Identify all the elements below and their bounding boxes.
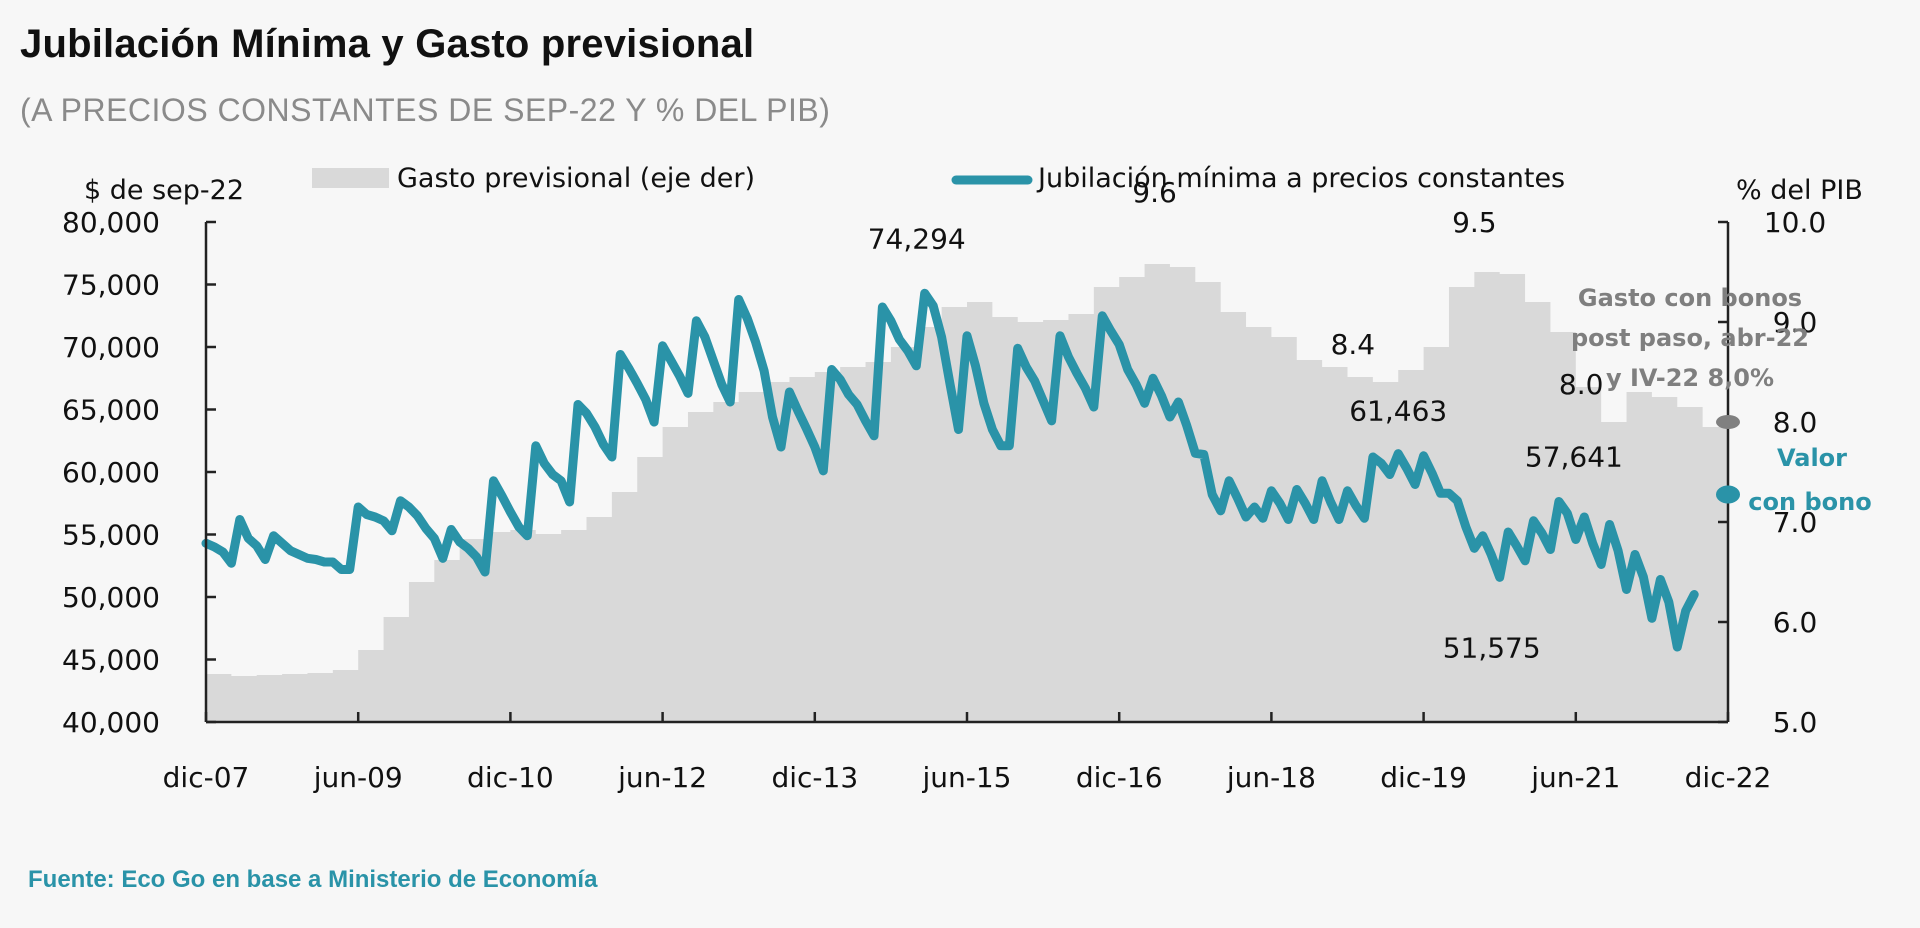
axes-layer: 40,000 45,000 50,000 55,000 60,000 65,000 70,0… xyxy=(62,206,1826,794)
y-right-tick-label: 8.0 xyxy=(1773,406,1818,439)
data-label: 9.6 xyxy=(1132,176,1177,209)
valor-con-bono-marker xyxy=(1716,485,1740,504)
data-label: 51,575 xyxy=(1443,631,1541,664)
gasto-con-bonos-note: Gasto con bonos xyxy=(1578,284,1802,312)
y-left-tick-label: 55,000 xyxy=(62,519,160,552)
x-tick-label: dic-13 xyxy=(771,761,858,794)
area-layer xyxy=(206,264,1728,722)
data-label: 61,463 xyxy=(1349,395,1447,428)
y-left-tick-label: 70,000 xyxy=(62,331,160,364)
data-label: 74,294 xyxy=(868,222,966,255)
x-tick-label: dic-16 xyxy=(1076,761,1163,794)
data-label: 8.0 xyxy=(1559,368,1604,401)
legend-swatch-area xyxy=(312,168,389,188)
x-tick-label: jun-21 xyxy=(1530,761,1620,794)
y-left-tick-label: 45,000 xyxy=(62,644,160,677)
chart-subtitle: (A PRECIOS CONSTANTES DE SEP-22 Y % DEL … xyxy=(20,92,831,128)
y-left-tick-label: 80,000 xyxy=(62,206,160,239)
line-layer xyxy=(201,288,1699,652)
jubilacion-minima-line xyxy=(201,288,1699,652)
y-right-tick-label: 5.0 xyxy=(1773,706,1818,739)
y-left-tick-label: 60,000 xyxy=(62,456,160,489)
x-tick-label: dic-07 xyxy=(163,761,250,794)
x-tick-label: jun-15 xyxy=(921,761,1011,794)
x-tick-label: dic-22 xyxy=(1685,761,1772,794)
x-tick-label: jun-09 xyxy=(313,761,403,794)
y-left-axis-title: $ de sep-22 xyxy=(84,175,244,206)
gasto-con-bonos-note: y IV-22 8,0% xyxy=(1606,364,1774,392)
gasto-con-bonos-note: post paso, abr-22 xyxy=(1571,324,1809,352)
data-label: 57,641 xyxy=(1525,440,1623,473)
data-label: 9.5 xyxy=(1452,206,1497,239)
valor-con-bono-note: con bono xyxy=(1748,488,1871,516)
y-left-tick-label: 75,000 xyxy=(62,269,160,302)
y-right-tick-label: 10.0 xyxy=(1764,206,1826,239)
y-right-axis-title: % del PIB xyxy=(1736,175,1863,206)
labels-layer: 74,294 61,463 57,641 51,575 9.6 9.5 8.4 8.0 Gast… xyxy=(868,176,1872,664)
legend: Gasto previsional (eje der) Jubilación m… xyxy=(312,163,1565,194)
y-left-tick-label: 50,000 xyxy=(62,581,160,614)
gasto-previsional-area xyxy=(206,264,1728,722)
legend-label-area: Gasto previsional (eje der) xyxy=(397,163,755,194)
y-left-tick-label: 40,000 xyxy=(62,706,160,739)
data-label: 8.4 xyxy=(1331,328,1376,361)
y-left-tick-label: 65,000 xyxy=(62,394,160,427)
chart-title: Jubilación Mínima y Gasto previsional xyxy=(20,22,755,66)
y-right-tick-label: 7.0 xyxy=(1773,506,1818,539)
y-right-tick-label: 6.0 xyxy=(1773,606,1818,639)
x-tick-label: dic-19 xyxy=(1380,761,1467,794)
source-note: Fuente: Eco Go en base a Ministerio de E… xyxy=(28,866,598,893)
y-right-tick-label: 9.0 xyxy=(1773,306,1818,339)
legend-label-line: Jubilación mínima a precios constantes xyxy=(1036,163,1565,194)
x-tick-label: jun-12 xyxy=(617,761,707,794)
x-tick-label: dic-10 xyxy=(467,761,554,794)
valor-con-bono-note: Valor xyxy=(1777,444,1847,472)
x-tick-label: jun-18 xyxy=(1226,761,1316,794)
gasto-con-bonos-marker xyxy=(1716,415,1740,429)
